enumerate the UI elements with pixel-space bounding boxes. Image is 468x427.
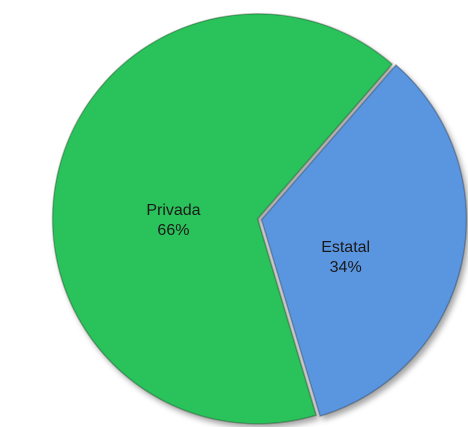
slice-value-label: 34% bbox=[330, 259, 362, 276]
pie-slice bbox=[260, 63, 468, 418]
slice-label: Estatal bbox=[321, 239, 370, 256]
slice-value-label: 66% bbox=[157, 222, 189, 239]
pie bbox=[51, 13, 468, 425]
pie-slice bbox=[51, 13, 394, 425]
slice-label: Privada bbox=[146, 202, 200, 219]
